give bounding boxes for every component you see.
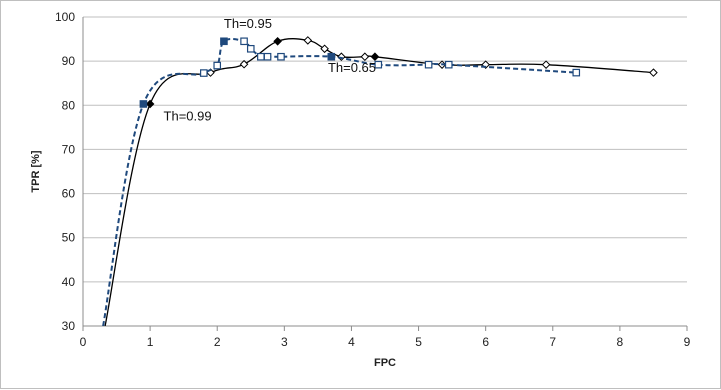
y-tick-label: 50 (62, 231, 76, 245)
x-tick-label: 0 (80, 335, 87, 349)
square-marker (374, 60, 383, 69)
x-tick-label: 3 (281, 335, 288, 349)
diamond-marker (145, 99, 155, 109)
diamond-marker (481, 60, 490, 69)
square-marker (220, 37, 228, 46)
x-axis-label: FPC (374, 357, 396, 369)
x-tick-labels: 0 1 2 3 4 5 6 7 8 9 (80, 326, 691, 349)
x-tick-label: 1 (147, 335, 154, 349)
y-axis-label: TPR [%] (30, 150, 42, 193)
diamond-marker (649, 68, 658, 77)
square-marker (263, 52, 272, 61)
series-layer (102, 36, 658, 326)
series-line-1 (104, 38, 654, 326)
x-tick-label: 2 (214, 335, 221, 349)
x-tick-label: 4 (348, 335, 355, 349)
y-tick-label: 60 (62, 187, 76, 201)
x-tick-label: 7 (549, 335, 556, 349)
y-tick-labels: 30 40 50 60 70 80 90 100 (55, 10, 75, 333)
square-marker (213, 61, 222, 70)
square-marker (327, 52, 336, 61)
square-marker (277, 52, 285, 61)
square-marker (257, 52, 265, 61)
y-tick-label: 80 (62, 98, 76, 112)
series-1 (104, 36, 658, 326)
y-tick-label: 100 (55, 10, 75, 24)
x-tick-label: 5 (415, 335, 422, 349)
diamond-marker (360, 52, 370, 62)
annotations: Th=0.95 Th=0.65 Th=0.99 (164, 16, 377, 124)
series-2 (102, 37, 581, 326)
x-tick-label: 6 (482, 335, 489, 349)
y-tick-label: 70 (62, 142, 76, 156)
square-marker (444, 60, 453, 69)
diamond-marker (273, 36, 282, 46)
y-tick-label: 30 (62, 319, 76, 333)
square-marker (246, 44, 255, 53)
diamond-marker (320, 44, 329, 54)
axes (82, 17, 687, 327)
x-tick-label: 9 (684, 335, 691, 349)
y-tick-label: 90 (62, 54, 76, 68)
diamond-marker (541, 60, 551, 69)
square-marker (240, 37, 248, 46)
square-marker (424, 60, 433, 69)
square-marker (139, 100, 148, 108)
diamond-marker (337, 52, 346, 62)
diamond-marker (303, 36, 313, 45)
square-marker (572, 68, 581, 77)
series-line-2 (102, 37, 577, 326)
diamond-marker (239, 59, 249, 69)
threshold-annotation: Th=0.99 (164, 109, 212, 124)
y-tick-label: 40 (62, 275, 76, 289)
threshold-annotation: Th=0.95 (224, 16, 272, 31)
x-tick-label: 8 (617, 335, 624, 349)
diamond-marker (370, 52, 380, 62)
gridlines (83, 16, 687, 283)
threshold-annotation: Th=0.65 (328, 60, 376, 75)
square-marker (200, 69, 208, 77)
